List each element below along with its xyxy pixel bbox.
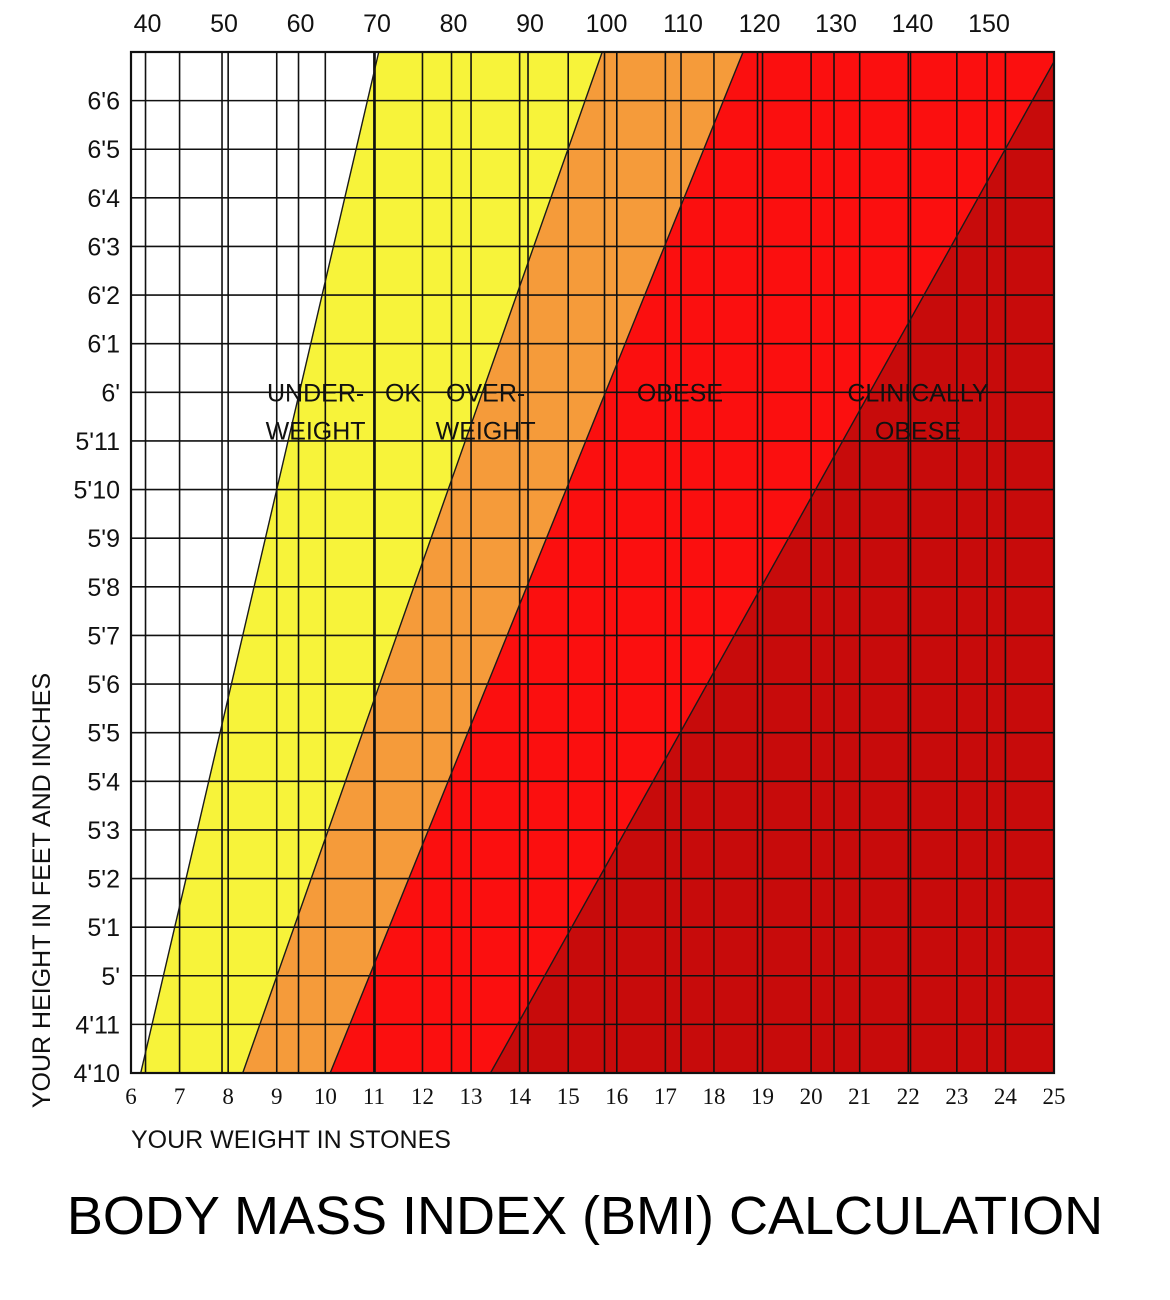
zone-label-overweight: WEIGHT <box>436 417 536 445</box>
y-tick-label: 5'1 <box>87 914 120 942</box>
x-tick-label: 9 <box>271 1084 283 1109</box>
x-tick-label: 8 <box>222 1084 234 1109</box>
y-tick-label: 6' <box>101 379 120 407</box>
y-tick-label: 5'2 <box>87 866 120 894</box>
zone-label-ok: OK <box>385 379 421 407</box>
top-tick-label: 130 <box>815 10 857 38</box>
y-tick-label: 6'4 <box>87 185 120 213</box>
zone-label-overweight: OVER- <box>446 379 525 407</box>
x-tick-label: 10 <box>314 1084 337 1109</box>
top-tick-label: 50 <box>210 10 238 38</box>
top-tick-label: 150 <box>968 10 1010 38</box>
top-tick-label: 40 <box>134 10 162 38</box>
zone-label-underweight: UNDER- <box>267 379 364 407</box>
x-tick-label: 20 <box>800 1084 823 1109</box>
y-tick-label: 5'9 <box>87 525 120 553</box>
y-tick-label: 5'10 <box>74 477 120 505</box>
zone-label-obese: OBESE <box>637 379 723 407</box>
y-tick-label: 6'1 <box>87 331 120 359</box>
x-tick-label: 11 <box>363 1084 385 1109</box>
y-tick-label: 5' <box>101 963 120 991</box>
y-tick-label: 5'11 <box>75 428 120 456</box>
x-tick-label: 19 <box>751 1084 774 1109</box>
y-tick-label: 5'6 <box>87 671 120 699</box>
y-tick-label: 5'7 <box>87 622 120 650</box>
zone-boundary-line <box>489 61 1054 1073</box>
bmi-chart: 6 7 8 9 10 11 12 13 14 15 16 17 18 19 20 21 22 23 24 25 40 50… <box>28 10 1066 1154</box>
y-tick-label: 6'5 <box>87 136 120 164</box>
plot-frame <box>129 50 1056 1075</box>
y-tick-label: 6'3 <box>87 233 120 261</box>
x-axis-title: YOUR WEIGHT IN STONES <box>131 1126 451 1154</box>
y-tick-label: 5'4 <box>87 768 120 796</box>
top-tick-label: 90 <box>516 10 544 38</box>
top-tick-label: 140 <box>892 10 934 38</box>
x-tick-label: 23 <box>945 1084 968 1109</box>
y-tick-label: 4'11 <box>75 1011 120 1039</box>
x-tick-label: 25 <box>1043 1084 1066 1109</box>
top-tick-label: 110 <box>663 10 703 38</box>
top-tick-label: 100 <box>586 10 628 38</box>
x-tick-label: 16 <box>605 1084 628 1109</box>
page-title: BODY MASS INDEX (BMI) CALCULATION <box>66 1186 1104 1246</box>
y-axis-title: YOUR HEIGHT IN FEET AND INCHES <box>28 673 56 1108</box>
zone-label-clinically-obese: CLINICALLY <box>847 379 989 407</box>
y-tick-label: 4'10 <box>74 1060 120 1088</box>
y-tick-label: 6'6 <box>87 88 120 116</box>
top-tick-label: 80 <box>440 10 468 38</box>
x-tick-label: 21 <box>848 1084 871 1109</box>
x-tick-label: 13 <box>460 1084 483 1109</box>
x-tick-label: 7 <box>174 1084 186 1109</box>
y-tick-label: 5'5 <box>87 720 120 748</box>
zone-boundary-line <box>140 52 380 1073</box>
y-tick-label: 5'3 <box>87 817 120 845</box>
zone-boundary-line <box>329 52 744 1073</box>
x-tick-label: 12 <box>411 1084 434 1109</box>
x-tick-label: 6 <box>125 1084 137 1109</box>
y-tick-label: 5'8 <box>87 574 120 602</box>
top-tick-label: 120 <box>739 10 781 38</box>
x-tick-label: 22 <box>897 1084 920 1109</box>
zone-label-clinically-obese: OBESE <box>875 417 961 445</box>
x-tick-label: 14 <box>508 1084 532 1109</box>
zone-label-underweight: WEIGHT <box>266 417 366 445</box>
top-tick-label: 60 <box>287 10 315 38</box>
top-tick-label: 70 <box>363 10 391 38</box>
x-tick-label: 17 <box>654 1084 677 1109</box>
x-tick-label: 15 <box>557 1084 580 1109</box>
zone-boundary-line <box>242 52 603 1073</box>
x-tick-label: 18 <box>702 1084 725 1109</box>
x-tick-label: 24 <box>994 1084 1018 1109</box>
y-tick-label: 6'2 <box>87 282 120 310</box>
